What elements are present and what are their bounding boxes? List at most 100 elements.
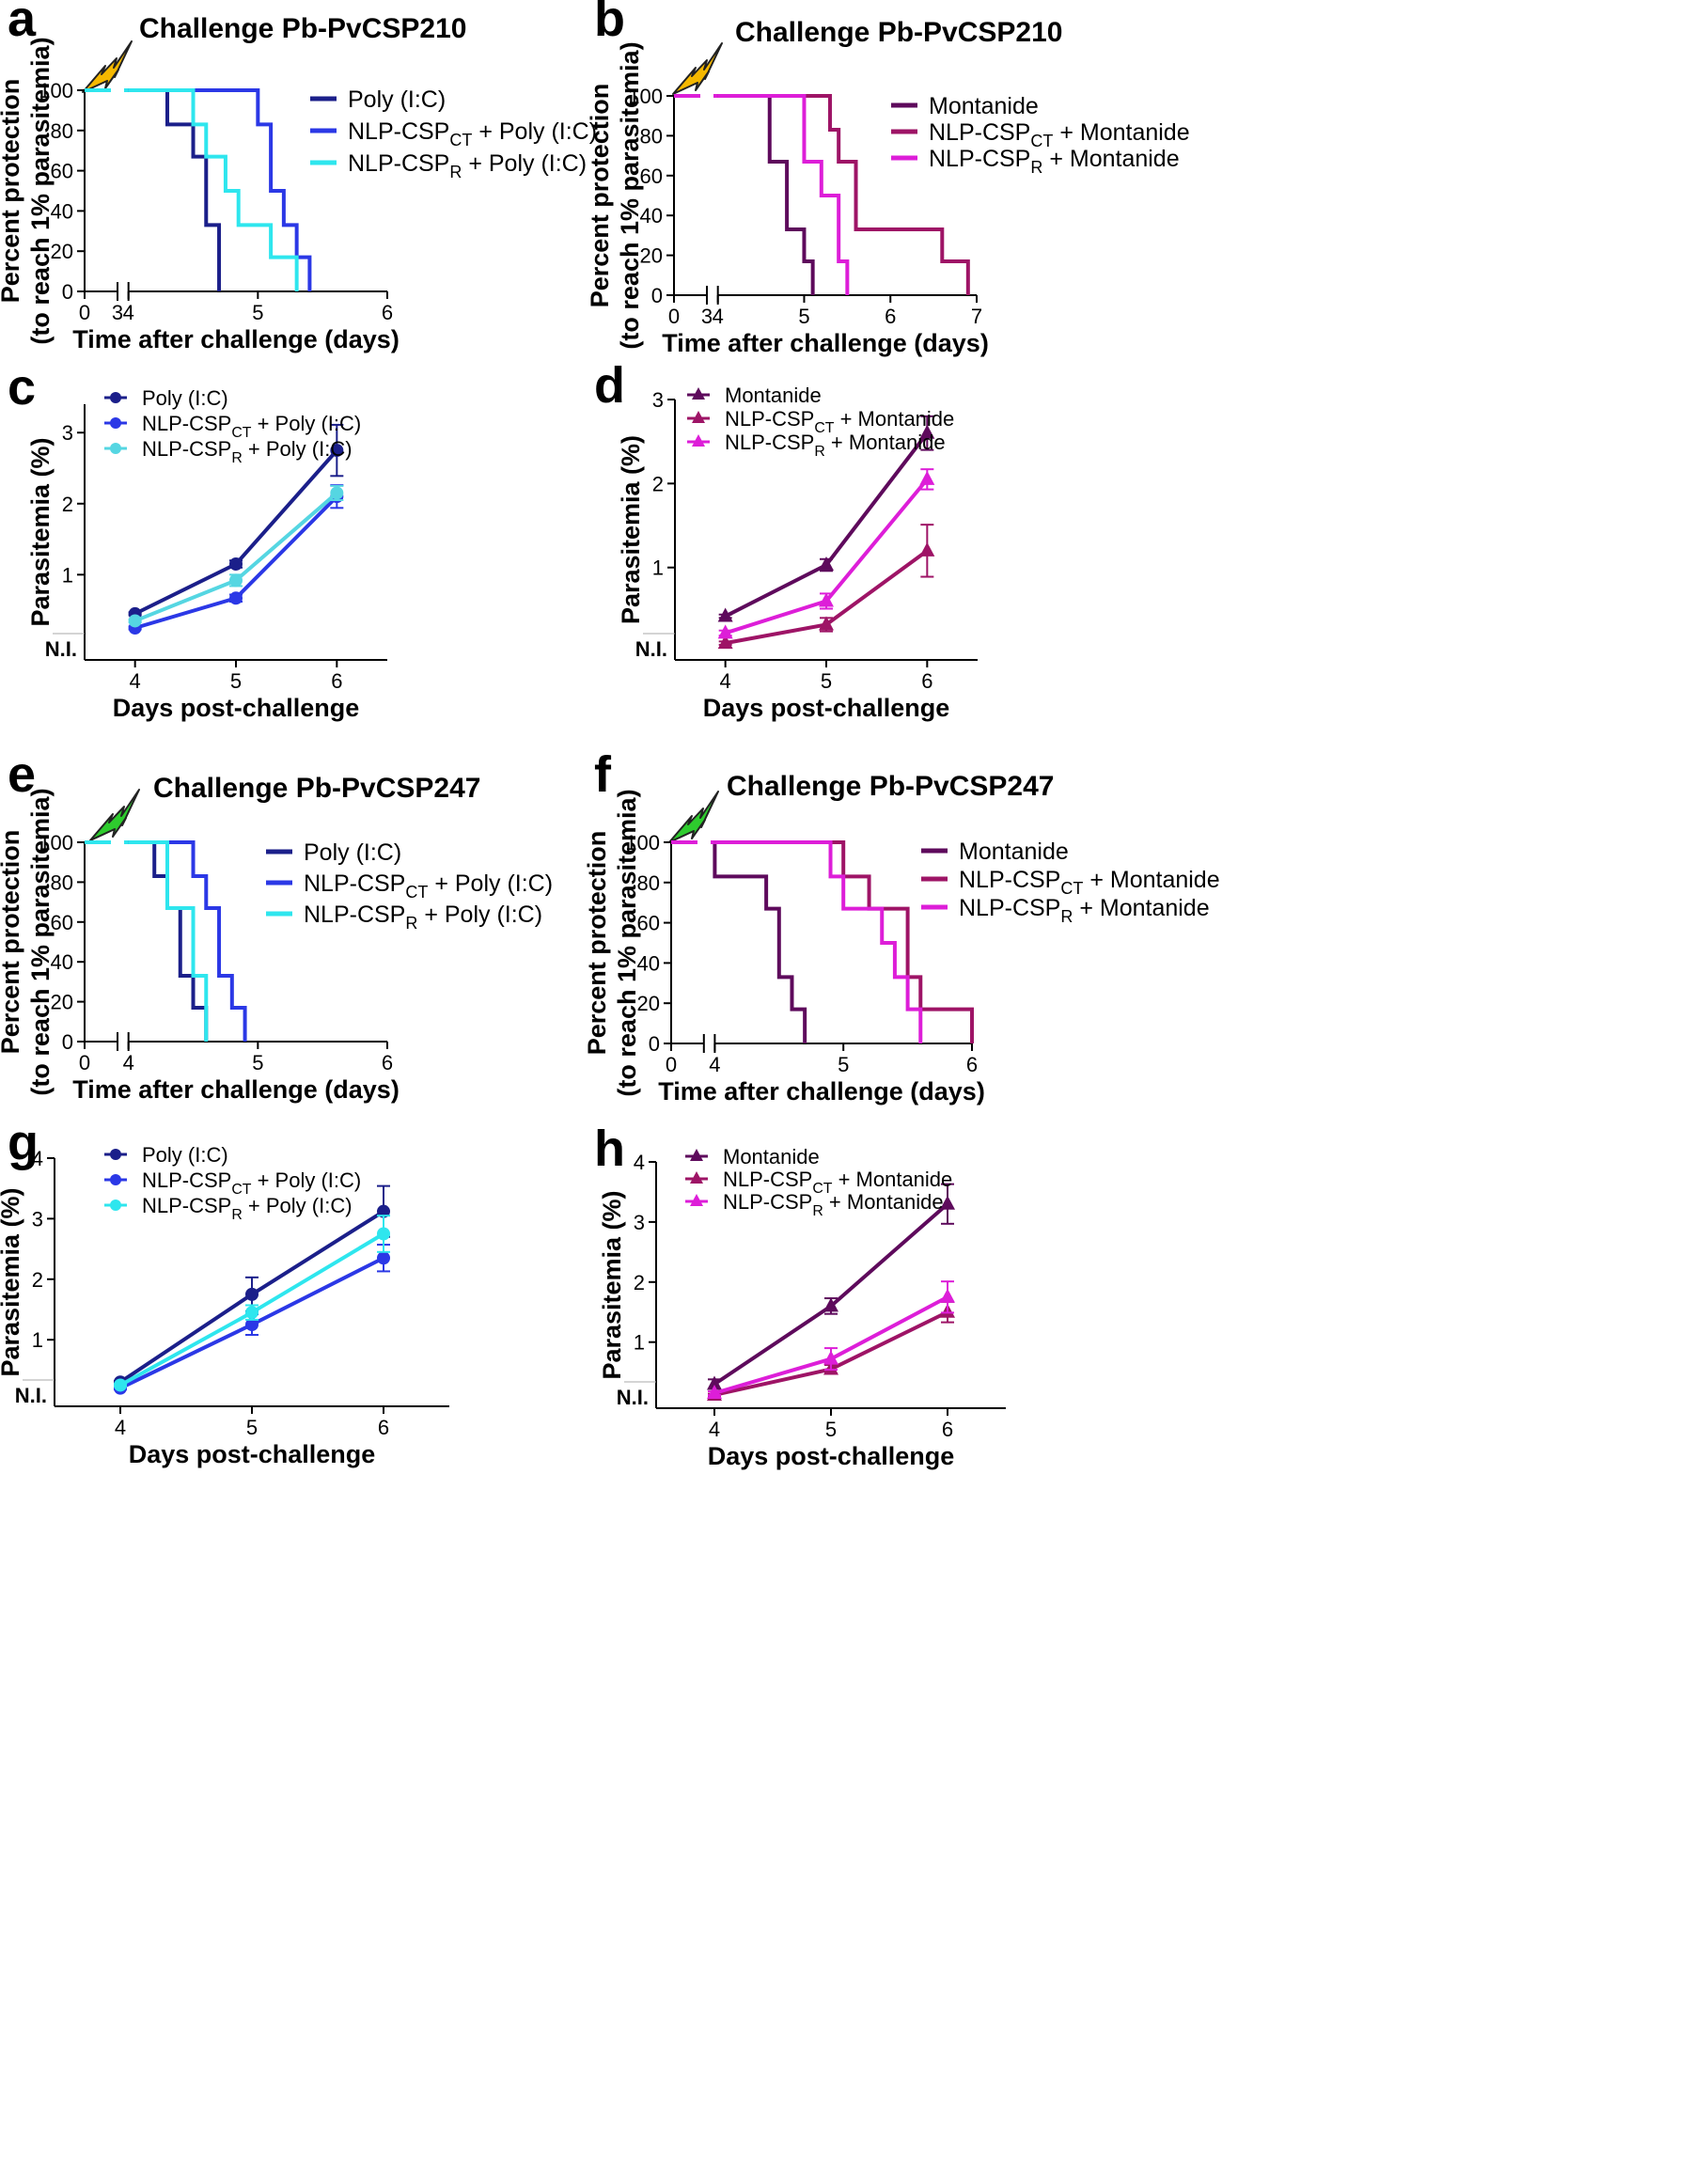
panel-f-xlabel: Time after challenge (days): [658, 1077, 985, 1106]
panel-f-ytick-label-80: 80: [637, 871, 660, 895]
panel-a-xtick-label-4: 4: [123, 301, 134, 324]
panel-b-series-2-step-line: [717, 94, 850, 295]
panel-g-legend-item-2-label-sub: R: [231, 1207, 242, 1223]
panel-b-series-2: [674, 94, 850, 295]
panel-a-series-1: [85, 88, 312, 291]
panel-e-legend-item-1-label-rest: + Poly (I:C): [428, 870, 553, 897]
panel-a-ylabel: Percent protection: [0, 79, 24, 304]
panel-f-series-0-step-line: [713, 842, 807, 1043]
panel-g-letter: g: [8, 1115, 39, 1171]
panel-g-series-2-point-0: [114, 1378, 127, 1392]
panel-d-series-2: [717, 468, 935, 639]
panel-d-legend-item-1-label-rest: + Montanide: [834, 407, 954, 431]
panel-a-legend-item-1-label-sub: CT: [449, 131, 472, 149]
panel-b-ytick-label-80: 80: [640, 124, 663, 148]
panel-b-legend-item-1-label-rest: + Montanide: [1053, 119, 1189, 146]
panel-c-xtick-label-5: 5: [230, 669, 242, 693]
panel-h-series-2-point-2: [940, 1288, 955, 1303]
panel-g-ytick-label-4: 4: [32, 1147, 43, 1170]
panel-d-legend-item-1-label: NLP-CSPCT + Montanide: [725, 407, 954, 436]
panel-a-title: Challenge Pb-PvCSP210: [139, 13, 466, 44]
panel-d-legend-item-2-swatch-marker: [692, 434, 705, 447]
panel-c-series-1-point-1: [229, 591, 243, 605]
panel-g-series-2-point-2: [377, 1227, 390, 1241]
panel-h-series-0-point-2: [940, 1195, 955, 1210]
panel-e-legend-item-2-label-main: NLP-CSP: [304, 902, 405, 928]
panel-b-series-0: [674, 94, 815, 295]
panel-c-legend-item-0-label: Poly (I:C): [142, 386, 228, 410]
panel-e-ytick-label-20: 20: [51, 991, 73, 1014]
panel-f-title: Challenge Pb-PvCSP247: [727, 771, 1054, 802]
panel-h-legend-item-1-label-main: NLP-CSP: [723, 1168, 812, 1191]
panel-d-xtick-label-6: 6: [921, 669, 932, 693]
panel-d-ni-label: N.I.: [635, 637, 667, 661]
panel-f-xtick-label-6: 6: [966, 1053, 978, 1076]
panel-f-legend-item-2-label-sub: R: [1060, 907, 1073, 926]
panel-d-series-0: [717, 415, 935, 622]
panel-a-legend-item-2-label: NLP-CSPR + Poly (I:C): [348, 150, 587, 181]
panel-h-legend-item-1-label: NLP-CSPCT + Montanide: [723, 1168, 952, 1197]
panel-d-legend-item-2-label-sub: R: [814, 444, 824, 460]
panel-d-legend-item-2-label-main: NLP-CSP: [725, 431, 814, 454]
panel-g-series-2: [114, 1215, 390, 1392]
panel-c-series-2-point-0: [128, 614, 142, 628]
panel-a-xtick-label-3: 3: [112, 301, 123, 324]
panel-e-title: Challenge Pb-PvCSP247: [153, 773, 480, 804]
panel-e-xtick-label-4: 4: [123, 1051, 134, 1074]
panel-c-ytick-label-2: 2: [62, 493, 73, 516]
panel-f-legend-item-2-label: NLP-CSPR + Montanide: [959, 895, 1210, 926]
panel-f-xtick-label-5: 5: [838, 1053, 849, 1076]
panel-e-ylabel: Percent protection: [0, 830, 24, 1055]
panel-b-ytick-label-0: 0: [651, 284, 663, 307]
panel-e-legend-item-2-label: NLP-CSPR + Poly (I:C): [304, 902, 542, 933]
panel-h-ytick-label-2: 2: [634, 1271, 645, 1294]
panel-a-legend-item-2-label-rest: + Poly (I:C): [462, 150, 587, 177]
panel-h-legend-item-2-label-sub: R: [812, 1203, 823, 1219]
panel-a-series-1-step-line: [128, 88, 312, 291]
panel-g-legend-item-1-label: NLP-CSPCT + Poly (I:C): [142, 1168, 361, 1198]
panel-e-legend-item-1-label-sub: CT: [405, 883, 428, 902]
panel-h-ytick-label-4: 4: [634, 1151, 645, 1174]
panel-g-ylabel: Parasitemia (%): [0, 1187, 24, 1376]
panel-f-ylabel2: (to reach 1% parasitemia): [613, 789, 641, 1096]
panel-c-series-0: [128, 423, 344, 620]
panel-b-legend-item-2-label: NLP-CSPR + Montanide: [929, 146, 1180, 177]
panel-e-legend-item-0-label: Poly (I:C): [304, 839, 401, 866]
panel-g-ytick-label-1: 1: [32, 1328, 43, 1352]
panel-e-ytick-label-80: 80: [51, 870, 73, 894]
panel-c-legend-item-1-swatch-marker: [110, 417, 121, 429]
panel-g-xtick-label-6: 6: [378, 1416, 389, 1439]
panel-b-series-0-step-line: [717, 94, 815, 295]
panel-c-legend-item-1-label-rest: + Poly (I:C): [251, 412, 361, 435]
panel-h-legend-item-1-swatch-marker: [690, 1171, 703, 1184]
panel-f-series-1-step-line: [714, 840, 974, 1043]
panel-a-ytick-label-100: 100: [39, 79, 73, 102]
panel-d-series-0-point-1: [819, 557, 834, 572]
panel-h-legend-item-2-swatch-marker: [690, 1194, 703, 1206]
panel-d-series-1-point-2: [919, 541, 935, 557]
panel-d-series-2-point-0: [717, 624, 733, 639]
panel-h-xtick-label-6: 6: [942, 1418, 953, 1441]
panel-g-ytick-label-2: 2: [32, 1268, 43, 1292]
panel-g-series-1-point-2: [377, 1251, 390, 1265]
panel-c-xtick-label-4: 4: [130, 669, 141, 693]
panel-h-series-0-point-0: [707, 1375, 722, 1390]
panel-e-ylabel2: (to reach 1% parasitemia): [26, 788, 55, 1095]
panel-d-series-0-point-2: [919, 424, 935, 439]
panel-a-ytick-label-40: 40: [51, 199, 73, 223]
panel-e-legend-item-2-label-sub: R: [405, 914, 417, 933]
panel-c-legend-item-2-swatch-marker: [110, 443, 121, 454]
panel-h-legend-item-1-label-rest: + Montanide: [832, 1168, 952, 1191]
panel-c-legend-item-2-label-rest: + Poly (I:C): [243, 437, 353, 461]
panel-b-legend-item-2-label-sub: R: [1030, 158, 1042, 177]
panel-c-xtick-label-6: 6: [331, 669, 342, 693]
panel-a-series-2-step-line: [128, 88, 299, 291]
panel-h-xtick-label-4: 4: [709, 1418, 720, 1441]
